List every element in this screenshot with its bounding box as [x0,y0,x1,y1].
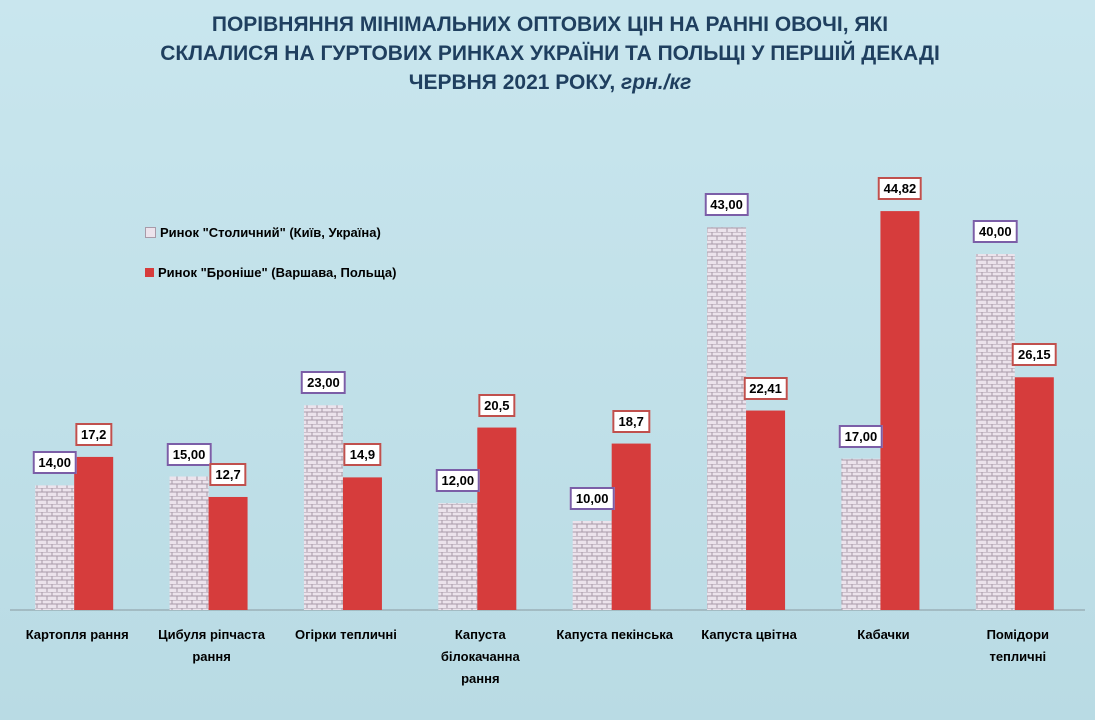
legend-item: Ринок "Столичний" (Київ, Україна) [145,225,381,240]
bar [303,405,343,610]
x-tick-label: Кабачки [857,627,910,642]
title-unit: грн./кг [621,71,692,94]
x-tick-label: Огірки тепличні [294,627,397,642]
bar [611,443,651,610]
chart-title: ПОРІВНЯННЯ МІНІМАЛЬНИХ ОПТОВИХ ЦІН НА РА… [160,13,940,94]
value-label: 17,2 [75,422,113,446]
bar [746,410,786,610]
x-tick-label: Картопля рання [25,627,129,642]
bar [841,458,881,610]
bar [572,521,612,610]
value-label: 40,00 [973,220,1018,243]
value-label: 12,00 [435,469,481,493]
value-label: 23,00 [301,371,346,395]
value-label: 10,00 [569,487,615,510]
bar [1014,377,1054,610]
x-tick-label: Помідори тепличні [986,627,1050,664]
value-label: 12,7 [209,462,247,486]
x-tick-label: Цибуля ріпчаста рання [158,627,265,664]
bar [880,211,920,611]
value-label: 43,00 [704,193,749,217]
value-label: 15,00 [166,442,212,466]
legend-swatch [145,227,156,238]
value-label: 22,41 [743,376,788,400]
value-label: 17,00 [838,424,884,448]
x-tick-label: Капуста пекінська [556,627,673,642]
value-label: 14,00 [32,451,77,475]
legend-label: Ринок "Броніше" (Варшава, Польща) [158,265,397,280]
legend-swatch [145,268,154,277]
bar [35,485,75,610]
bar [342,477,382,610]
legend-label: Ринок "Столичний" (Київ, Україна) [160,225,381,240]
x-tick-label: Капуста білокачанна рання [440,627,520,686]
value-label: 44,82 [877,177,923,201]
bar [975,254,1015,610]
value-label: 18,7 [612,409,650,433]
value-label: 20,5 [478,393,516,417]
x-tick-label: Капуста цвітна [701,627,797,642]
bar [74,456,114,610]
bar [477,427,517,610]
bar [208,496,248,610]
bar [438,503,478,610]
value-label: 14,9 [343,443,382,467]
bar [707,227,747,611]
bar [169,476,209,610]
value-label: 26,15 [1012,343,1057,367]
legend-item: Ринок "Броніше" (Варшава, Польща) [145,265,396,280]
